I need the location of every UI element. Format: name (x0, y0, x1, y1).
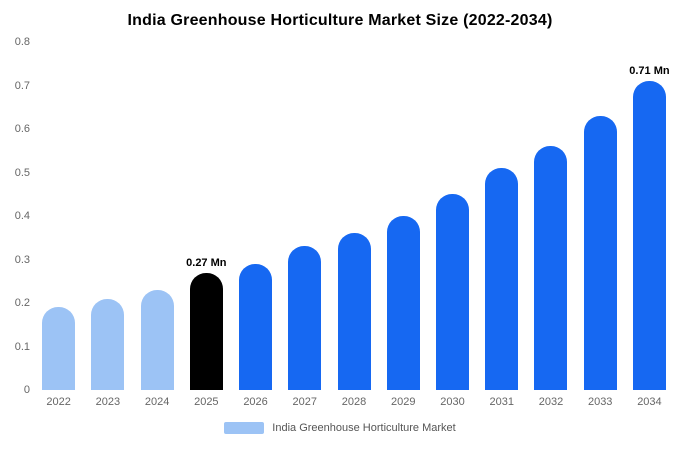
x-tick-label: 2033 (587, 396, 613, 408)
y-tick-label: 0.1 (14, 340, 30, 353)
bar (189, 272, 223, 390)
y-tick-label: 0.7 (14, 79, 30, 92)
bar (288, 246, 322, 390)
x-tick-label: 2024 (144, 396, 170, 408)
y-tick-label: 0.5 (14, 166, 30, 179)
bar-column (526, 42, 575, 390)
bar-column (329, 42, 378, 390)
y-tick-label: 0.3 (14, 253, 30, 266)
legend-label: India Greenhouse Horticulture Market (272, 422, 456, 434)
bar-column (132, 42, 181, 390)
bar-column: 0.71 Mn (625, 42, 674, 390)
x-tick-label: 2022 (46, 396, 71, 408)
bar-column (379, 42, 428, 390)
plot-area: 0.27 Mn 0.71 Mn 0 0.1 0.2 0.3 0.4 0.5 0.6 0.7 0.8 (15, 36, 674, 396)
x-tick-label: 2030 (440, 396, 465, 408)
bar (386, 216, 420, 390)
bar-column: 0.27 Mn (182, 42, 231, 390)
bar-value-label: 0.71 Mn (629, 65, 670, 78)
x-axis-labels: 2022 2023 2024 2025 2026 2027 2028 2029 2030 2031… (34, 396, 674, 408)
bar (239, 263, 273, 390)
bar-column (231, 42, 280, 390)
legend: India Greenhouse Horticulture Market (0, 422, 680, 434)
x-tick-label: 2031 (489, 396, 514, 408)
bar-column (34, 42, 83, 390)
x-tick-label: 2027 (292, 396, 318, 408)
x-tick-label: 2029 (391, 396, 416, 408)
bar (42, 307, 76, 390)
y-tick-label: 0.2 (14, 297, 30, 309)
y-tick-label: 0 (23, 384, 30, 396)
bar-column (576, 42, 625, 390)
bar (337, 233, 371, 390)
bar (485, 168, 519, 390)
bar (140, 289, 174, 390)
legend-swatch (224, 422, 265, 434)
x-tick-label: 2034 (637, 396, 662, 408)
bar-column (280, 42, 329, 390)
x-tick-label: 2025 (194, 396, 219, 408)
x-tick-label: 2028 (341, 396, 367, 408)
y-tick-label: 0.6 (14, 123, 30, 135)
bar-value-label: 0.27 Mn (186, 256, 227, 269)
bar (583, 115, 617, 390)
x-tick-label: 2026 (243, 396, 268, 408)
bar (632, 81, 666, 390)
bar-column (83, 42, 132, 390)
x-tick-label: 2023 (95, 396, 121, 408)
bar-column (428, 42, 477, 390)
y-tick-label: 0.8 (14, 36, 30, 48)
bar (91, 298, 125, 390)
x-tick-label: 2032 (538, 396, 564, 408)
bar (435, 194, 469, 390)
bars-row: 0.27 Mn 0.71 Mn (34, 42, 674, 390)
y-tick-label: 0.4 (14, 210, 30, 222)
chart-title: India Greenhouse Horticulture Market Siz… (127, 12, 553, 29)
bar (534, 146, 568, 390)
bar-column (477, 42, 526, 390)
